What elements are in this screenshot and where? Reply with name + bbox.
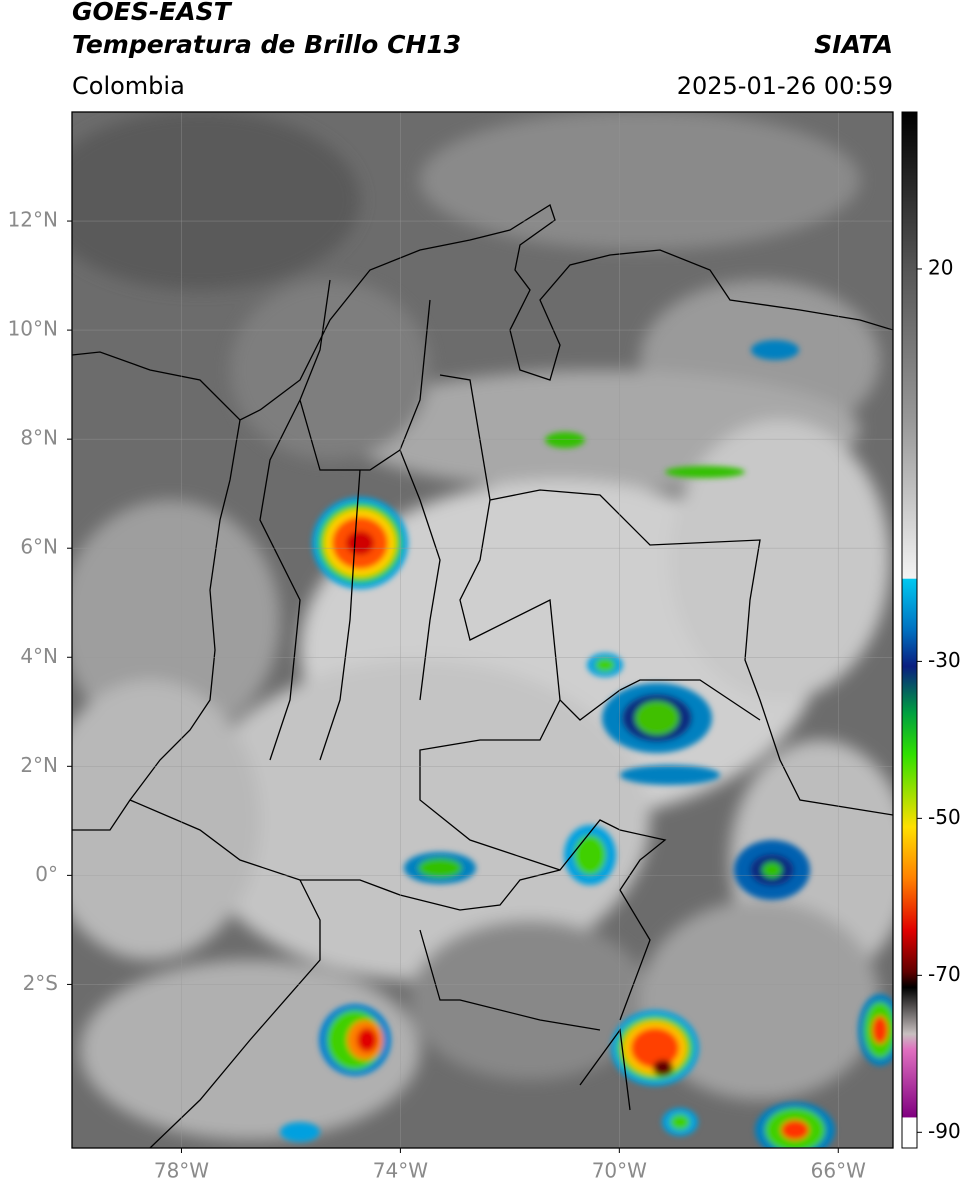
source: SIATA bbox=[814, 30, 893, 59]
lat-label: 12°N bbox=[8, 208, 58, 232]
lat-label: 4°N bbox=[20, 644, 58, 668]
satellite-image bbox=[72, 112, 893, 1148]
lat-label: 10°N bbox=[8, 317, 58, 341]
datetime: 2025-01-26 00:59 bbox=[677, 72, 893, 100]
colorbar bbox=[901, 111, 918, 1149]
lat-label: 2°N bbox=[20, 753, 58, 777]
lon-label: 74°W bbox=[373, 1159, 428, 1183]
title: GOES-EAST bbox=[72, 0, 233, 26]
colorbar-label: -90 bbox=[928, 1119, 961, 1143]
region: Colombia bbox=[72, 72, 185, 100]
lat-label: 8°N bbox=[20, 426, 58, 450]
graticule bbox=[72, 112, 893, 1148]
colorbar-label: -50 bbox=[928, 805, 961, 829]
lat-label: 2°S bbox=[23, 971, 58, 995]
lat-label: 6°N bbox=[20, 535, 58, 559]
lon-label: 78°W bbox=[154, 1159, 209, 1183]
lon-label: 70°W bbox=[592, 1159, 647, 1183]
lat-label: 0° bbox=[35, 862, 58, 886]
colorbar-label: 20 bbox=[928, 255, 953, 279]
subtitle: Temperatura de Brillo CH13 bbox=[72, 30, 461, 59]
colorbar-label: -30 bbox=[928, 648, 961, 672]
colorbar-label: -70 bbox=[928, 962, 961, 986]
lon-label: 66°W bbox=[811, 1159, 866, 1183]
map-frame bbox=[71, 111, 894, 1149]
